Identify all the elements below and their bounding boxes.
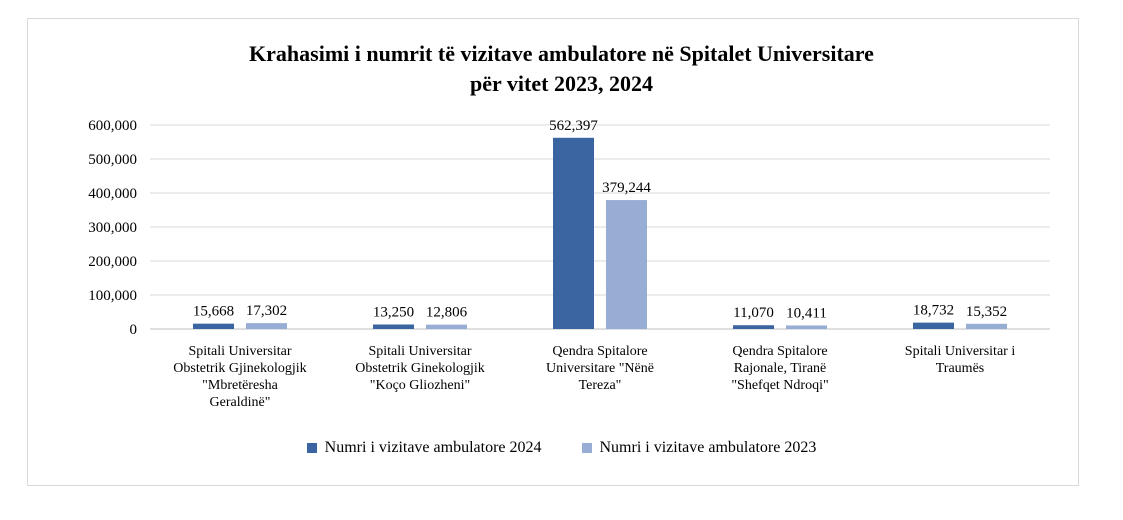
data-label: 15,668 (193, 304, 234, 320)
category-label: Qendra Spitalore Universitare "Nënë Tereza… (511, 343, 689, 394)
y-tick-label: 600,000 (88, 118, 137, 134)
category-label-line: "Koço Gliozheni" (369, 378, 471, 393)
y-tick-label: 100,000 (88, 288, 137, 304)
category-label: Spitali Universitar i Traumës (871, 343, 1049, 377)
y-tick-label: 0 (130, 322, 138, 338)
legend-swatch-2024 (306, 443, 317, 453)
bar-2023 (966, 323, 1007, 329)
data-label: 10,411 (786, 305, 827, 321)
category-label-line: Obstetrik Ginekologjik (355, 361, 485, 376)
bar-2024 (373, 324, 414, 329)
category-label-line: Qendra Spitalore (552, 344, 648, 359)
bar-2023 (606, 200, 647, 329)
legend: Numri i vizitave ambulatore 2024 Numri i… (0, 439, 1123, 457)
legend-item-2024: Numri i vizitave ambulatore 2024 (306, 439, 542, 457)
data-label: 13,250 (373, 304, 414, 320)
category-label: Spitali Universitar Obstetrik Ginekologji… (331, 343, 509, 394)
y-tick-label: 500,000 (88, 152, 137, 168)
category-label-line: Rajonale, Tiranë (733, 361, 827, 376)
bar-2024 (553, 137, 594, 329)
data-label: 12,806 (426, 305, 468, 321)
data-label: 11,070 (733, 305, 774, 321)
bar-2024 (913, 322, 954, 329)
data-label: 379,244 (602, 180, 651, 196)
data-label: 562,397 (549, 118, 598, 134)
chart-title-line2: për vitet 2023, 2024 (470, 71, 653, 96)
legend-swatch-2023 (581, 443, 592, 453)
category-label-line: Spitali Universitar i (904, 344, 1016, 359)
bar-2024 (193, 323, 234, 329)
data-label: 18,732 (913, 303, 954, 319)
category-label-line: Universitare "Nënë (546, 361, 654, 376)
y-tick-label: 200,000 (88, 254, 137, 270)
y-tick-label: 300,000 (88, 220, 137, 236)
category-label-line: Spitali Universitar (188, 344, 292, 359)
bar-2023 (786, 325, 827, 329)
legend-label-2023: Numri i vizitave ambulatore 2023 (599, 439, 817, 456)
category-label: Spitali Universitar Obstetrik Gjinekologj… (151, 343, 329, 411)
category-label-line: Traumës (935, 361, 985, 376)
category-label-line: "Shefqet Ndroqi" (731, 378, 829, 393)
legend-label-2024: Numri i vizitave ambulatore 2024 (324, 439, 542, 456)
data-label: 17,302 (246, 303, 287, 319)
category-label-line: Spitali Universitar (368, 344, 472, 359)
y-tick-label: 400,000 (88, 186, 137, 202)
bar-2023 (246, 323, 287, 329)
category-label-line: "Mbretëresha (202, 378, 278, 393)
bar-2023 (426, 324, 467, 329)
category-label-line: Qendra Spitalore (732, 344, 828, 359)
bar-2024 (733, 325, 774, 329)
category-label-line: Obstetrik Gjinekologjik (173, 361, 307, 376)
category-label-line: Tereza" (578, 378, 622, 393)
category-label-line: Geraldinë" (209, 395, 271, 410)
chart-title-line1: Krahasimi i numrit të vizitave ambulator… (249, 41, 874, 66)
category-label: Qendra Spitalore Rajonale, Tiranë "Shefqet… (691, 343, 869, 394)
data-label: 15,352 (966, 304, 1007, 320)
legend-item-2023: Numri i vizitave ambulatore 2023 (581, 439, 817, 457)
